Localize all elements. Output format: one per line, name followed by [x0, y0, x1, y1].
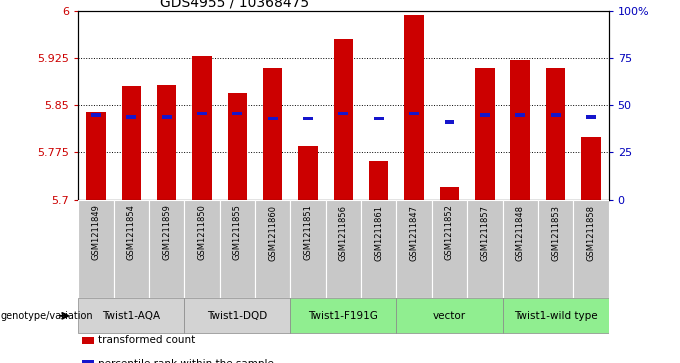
Bar — [86, 111, 105, 200]
Bar — [445, 120, 454, 123]
Bar — [82, 360, 94, 363]
Text: GSM1211860: GSM1211860 — [268, 205, 277, 261]
Text: GSM1211848: GSM1211848 — [515, 205, 525, 261]
Bar — [374, 117, 384, 121]
Bar — [432, 200, 467, 298]
Text: GSM1211853: GSM1211853 — [551, 205, 560, 261]
Bar — [184, 298, 290, 333]
Bar — [551, 114, 560, 117]
Bar — [82, 337, 94, 344]
Text: vector: vector — [433, 311, 466, 321]
Bar — [440, 187, 459, 200]
Bar — [480, 114, 490, 117]
Bar — [126, 115, 136, 119]
Bar — [475, 68, 494, 200]
Text: GSM1211852: GSM1211852 — [445, 205, 454, 260]
Bar — [197, 111, 207, 115]
Bar — [515, 114, 525, 117]
Bar — [268, 117, 277, 121]
Bar — [511, 60, 530, 200]
Bar — [91, 114, 101, 117]
Bar — [122, 86, 141, 200]
Text: Twist1-DQD: Twist1-DQD — [207, 311, 267, 321]
Bar — [114, 200, 149, 298]
Bar — [192, 56, 211, 200]
Bar — [326, 200, 361, 298]
Bar — [78, 200, 114, 298]
Bar — [573, 200, 609, 298]
Bar — [299, 146, 318, 200]
Bar — [369, 161, 388, 200]
Text: GSM1211861: GSM1211861 — [374, 205, 384, 261]
Text: GSM1211850: GSM1211850 — [197, 205, 207, 260]
Text: GSM1211854: GSM1211854 — [126, 205, 136, 260]
Bar — [396, 298, 503, 333]
Bar — [405, 15, 424, 200]
Bar — [361, 200, 396, 298]
Bar — [78, 298, 184, 333]
Bar — [396, 200, 432, 298]
Text: GSM1211858: GSM1211858 — [586, 205, 596, 261]
Text: GSM1211851: GSM1211851 — [303, 205, 313, 260]
Bar — [220, 200, 255, 298]
Bar — [339, 111, 348, 115]
Text: percentile rank within the sample: percentile rank within the sample — [98, 359, 274, 363]
Bar — [409, 111, 419, 115]
Bar — [149, 200, 184, 298]
Text: GSM1211847: GSM1211847 — [409, 205, 419, 261]
Bar — [263, 68, 282, 200]
Bar — [233, 111, 242, 115]
Bar — [334, 39, 353, 200]
Text: GSM1211849: GSM1211849 — [91, 205, 101, 260]
Bar — [303, 117, 313, 121]
Text: GSM1211857: GSM1211857 — [480, 205, 490, 261]
Bar — [503, 298, 609, 333]
Bar — [503, 200, 538, 298]
Bar — [290, 298, 396, 333]
Text: Twist1-AQA: Twist1-AQA — [102, 311, 160, 321]
Bar — [581, 137, 600, 200]
Bar — [162, 115, 171, 119]
Bar — [538, 200, 573, 298]
Text: genotype/variation: genotype/variation — [1, 311, 93, 321]
Text: Twist1-F191G: Twist1-F191G — [309, 311, 378, 321]
Bar — [184, 200, 220, 298]
Text: GSM1211856: GSM1211856 — [339, 205, 348, 261]
Bar — [467, 200, 503, 298]
Text: GDS4955 / 10368475: GDS4955 / 10368475 — [160, 0, 309, 9]
Bar — [157, 85, 176, 200]
Text: GSM1211855: GSM1211855 — [233, 205, 242, 260]
Text: transformed count: transformed count — [98, 335, 195, 345]
Text: Twist1-wild type: Twist1-wild type — [514, 311, 597, 321]
Bar — [290, 200, 326, 298]
Bar — [228, 93, 247, 200]
Text: GSM1211859: GSM1211859 — [162, 205, 171, 260]
Bar — [546, 68, 565, 200]
Bar — [255, 200, 290, 298]
Bar — [586, 115, 596, 119]
